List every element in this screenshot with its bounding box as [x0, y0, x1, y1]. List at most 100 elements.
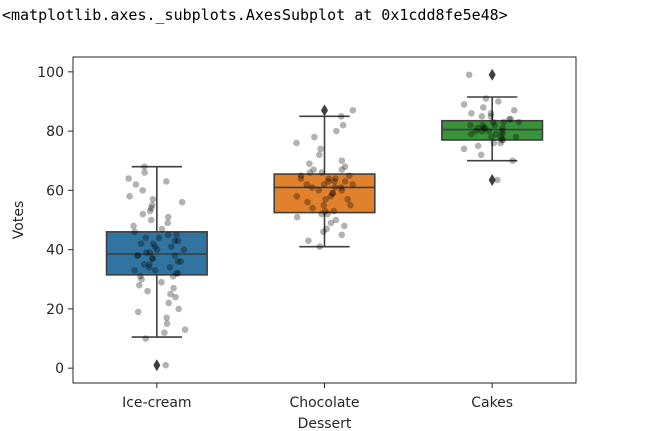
data-point-2-32: [487, 112, 495, 120]
data-point-1-9: [324, 210, 331, 218]
data-point-0-7: [175, 305, 182, 313]
data-point-2-5: [490, 139, 498, 147]
data-point-0-0: [162, 361, 169, 369]
data-point-1-13: [309, 204, 316, 212]
data-point-1-31: [325, 178, 332, 185]
data-point-2-33: [487, 110, 495, 117]
data-point-0-27: [174, 258, 182, 265]
data-point-1-28: [349, 181, 357, 188]
data-point-1-36: [297, 175, 305, 182]
outlier-1-0: [321, 104, 328, 117]
data-point-0-36: [180, 246, 188, 253]
outlier-2-0: [488, 173, 496, 186]
data-point-1-43: [341, 163, 349, 170]
data-point-0-31: [134, 252, 142, 259]
data-point-2-17: [485, 127, 493, 135]
data-point-2-1: [509, 157, 516, 165]
data-point-0-6: [134, 308, 142, 316]
x-tick-label-1: Chocolate: [289, 395, 359, 411]
data-point-2-4: [474, 142, 482, 150]
data-point-1-19: [327, 192, 335, 200]
data-point-2-8: [498, 136, 506, 144]
data-point-1-15: [347, 201, 354, 209]
data-point-0-39: [137, 240, 145, 248]
data-point-0-23: [145, 264, 153, 271]
data-point-2-30: [505, 115, 513, 123]
data-point-0-2: [161, 329, 168, 336]
data-point-2-2: [477, 151, 485, 159]
data-point-1-10: [318, 210, 325, 218]
y-axis: 0 20 40 60 80 100: [37, 65, 73, 377]
data-point-1-42: [310, 166, 317, 173]
data-point-1-3: [320, 228, 327, 236]
data-point-2-14: [492, 130, 500, 138]
data-point-2-28: [489, 118, 497, 126]
data-point-1-24: [338, 187, 346, 194]
data-point-0-24: [140, 261, 148, 268]
data-point-0-11: [144, 287, 151, 295]
data-point-0-58: [149, 195, 157, 203]
data-point-0-65: [141, 163, 148, 170]
data-point-2-27: [500, 118, 507, 126]
data-point-0-20: [131, 267, 138, 274]
data-point-0-55: [147, 204, 155, 212]
data-point-2-38: [495, 98, 502, 105]
data-point-2-11: [512, 133, 520, 141]
outlier-2-1: [488, 68, 496, 81]
data-point-0-41: [174, 237, 182, 245]
data-point-0-52: [164, 213, 172, 221]
data-point-0-38: [167, 243, 175, 250]
data-point-0-19: [173, 270, 180, 277]
data-point-0-8: [165, 299, 172, 307]
data-point-2-29: [507, 115, 515, 123]
data-point-0-29: [149, 255, 157, 262]
strip-points-0: [125, 163, 189, 369]
strip-points-2: [460, 71, 523, 184]
data-point-0-34: [146, 249, 154, 256]
data-point-0-9: [172, 293, 179, 301]
data-point-1-0: [316, 243, 324, 250]
data-point-1-11: [321, 207, 329, 215]
data-point-0-62: [163, 178, 170, 185]
data-point-0-46: [164, 231, 172, 239]
data-point-2-9: [488, 133, 495, 141]
data-point-1-26: [308, 184, 316, 191]
data-point-0-60: [139, 187, 146, 194]
data-point-0-43: [142, 234, 150, 242]
data-point-2-16: [498, 127, 506, 135]
data-point-1-4: [323, 225, 330, 233]
data-point-1-25: [331, 184, 339, 191]
data-point-1-51: [339, 121, 347, 129]
data-point-1-27: [337, 184, 345, 191]
data-point-2-25: [491, 121, 498, 129]
data-point-1-40: [318, 169, 326, 176]
data-point-0-45: [173, 231, 180, 239]
data-point-2-19: [499, 124, 507, 132]
data-point-1-37: [345, 172, 353, 179]
data-point-0-37: [151, 243, 159, 250]
output-repr: <matplotlib.axes._subplots.AxesSubplot a…: [2, 6, 508, 24]
y-tick-label-5: 100: [37, 65, 64, 81]
data-point-1-5: [341, 222, 348, 230]
data-point-2-0: [494, 176, 501, 184]
data-point-1-20: [293, 192, 301, 200]
data-point-1-7: [332, 216, 340, 224]
data-point-0-14: [158, 278, 165, 286]
data-point-1-17: [322, 195, 329, 203]
data-point-0-56: [148, 201, 156, 209]
data-point-2-20: [480, 124, 488, 132]
data-point-1-32: [331, 178, 338, 185]
data-point-0-42: [171, 237, 179, 245]
x-axis: Ice-cream Chocolate Cakes: [122, 383, 513, 411]
y-tick-label-1: 20: [46, 302, 64, 318]
x-axis-label: Dessert: [298, 416, 352, 431]
data-point-2-39: [482, 95, 490, 102]
data-point-0-21: [151, 267, 159, 274]
data-point-1-34: [325, 175, 332, 182]
data-point-2-24: [467, 121, 474, 129]
data-point-0-22: [166, 264, 174, 271]
data-point-0-33: [143, 249, 150, 256]
data-point-1-50: [333, 127, 340, 135]
x-tick-label-0: Ice-cream: [122, 395, 191, 411]
data-point-0-3: [181, 326, 189, 333]
